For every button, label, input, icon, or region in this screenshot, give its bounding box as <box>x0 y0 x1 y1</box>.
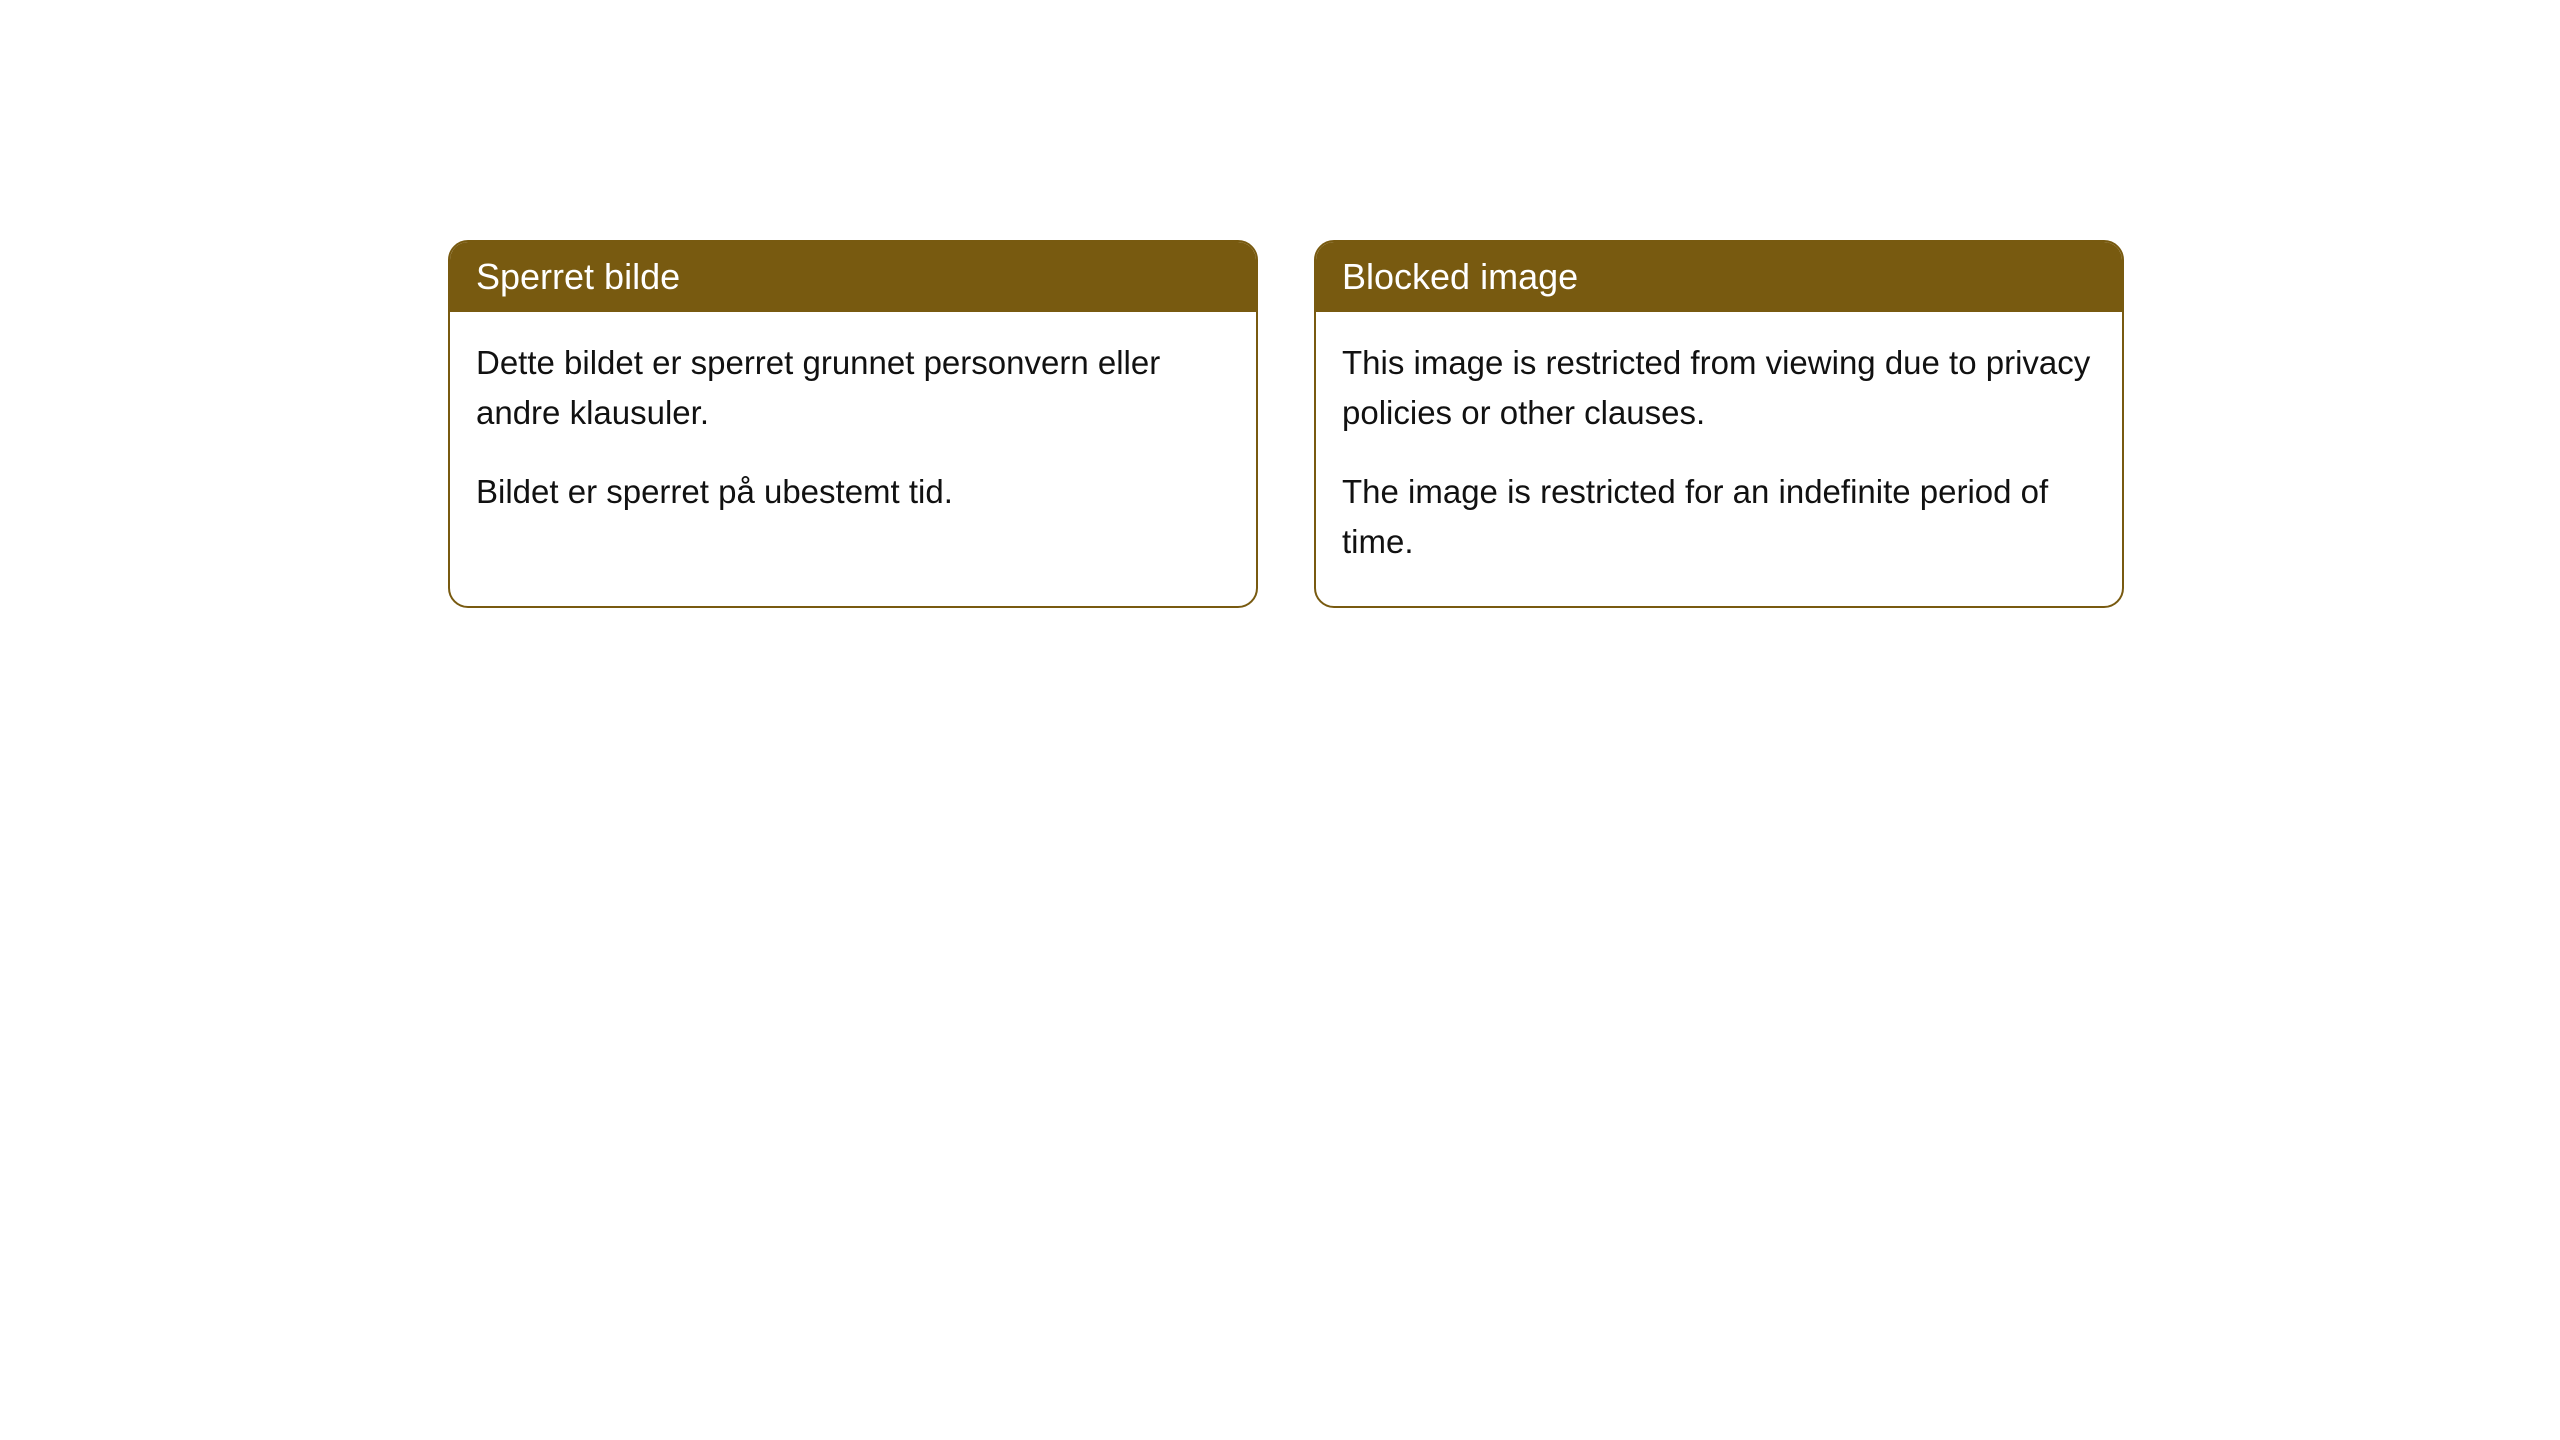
card-header-no: Sperret bilde <box>450 242 1256 312</box>
card-text-no-1: Dette bildet er sperret grunnet personve… <box>476 338 1230 437</box>
cards-container: Sperret bilde Dette bildet er sperret gr… <box>448 240 2560 608</box>
card-text-no-2: Bildet er sperret på ubestemt tid. <box>476 467 1230 517</box>
blocked-image-card-no: Sperret bilde Dette bildet er sperret gr… <box>448 240 1258 608</box>
card-text-en-2: The image is restricted for an indefinit… <box>1342 467 2096 566</box>
card-text-en-1: This image is restricted from viewing du… <box>1342 338 2096 437</box>
card-body-en: This image is restricted from viewing du… <box>1316 312 2122 606</box>
card-body-no: Dette bildet er sperret grunnet personve… <box>450 312 1256 557</box>
card-header-en: Blocked image <box>1316 242 2122 312</box>
blocked-image-card-en: Blocked image This image is restricted f… <box>1314 240 2124 608</box>
